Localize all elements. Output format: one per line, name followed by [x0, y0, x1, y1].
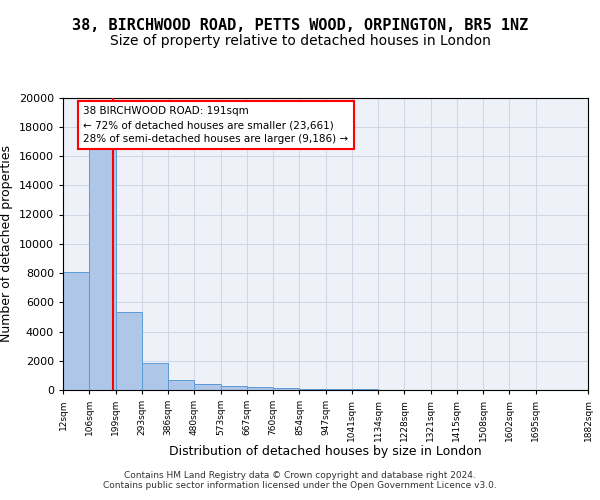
Bar [89, 148, 115, 390]
X-axis label: Distribution of detached houses by size in London: Distribution of detached houses by size … [169, 446, 482, 458]
Y-axis label: Number of detached properties: Number of detached properties [0, 145, 13, 342]
Bar [63, 272, 89, 390]
Text: 38 BIRCHWOOD ROAD: 191sqm
← 72% of detached houses are smaller (23,661)
28% of s: 38 BIRCHWOOD ROAD: 191sqm ← 72% of detac… [83, 106, 349, 144]
Bar [142, 363, 168, 390]
Bar [221, 386, 247, 390]
Bar [115, 312, 142, 390]
Bar [168, 380, 194, 390]
Bar [299, 388, 326, 390]
Bar [325, 389, 352, 390]
Bar [247, 387, 273, 390]
Text: Size of property relative to detached houses in London: Size of property relative to detached ho… [110, 34, 490, 48]
Text: 38, BIRCHWOOD ROAD, PETTS WOOD, ORPINGTON, BR5 1NZ: 38, BIRCHWOOD ROAD, PETTS WOOD, ORPINGTO… [72, 18, 528, 32]
Text: Contains HM Land Registry data © Crown copyright and database right 2024.
Contai: Contains HM Land Registry data © Crown c… [103, 470, 497, 490]
Bar [273, 388, 299, 390]
Bar [194, 384, 221, 390]
